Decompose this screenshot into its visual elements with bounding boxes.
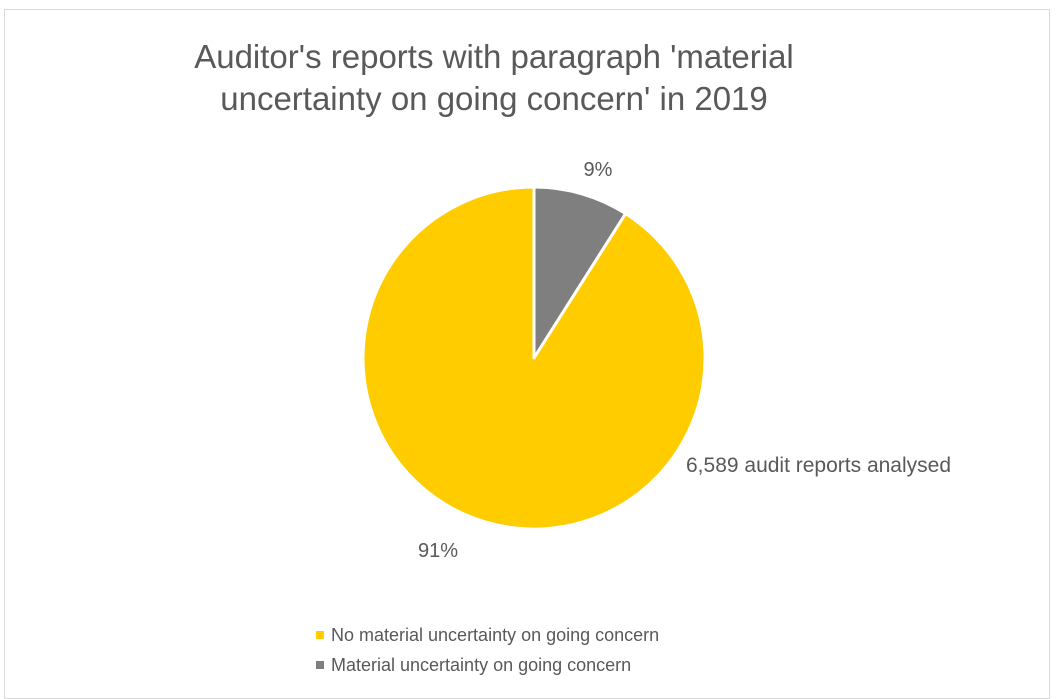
legend-label: No material uncertainty on going concern [331, 624, 660, 645]
legend-swatch-gray [316, 661, 324, 669]
pie-slice-material-uncertainty-on-going-concern[interactable] [532, 185, 628, 360]
data-label: 9% [584, 159, 613, 181]
chart-annotation: 6,589 audit reports analysed [686, 454, 951, 477]
legend-item-no-material-uncertainty[interactable]: No material uncertainty on going concern [316, 620, 659, 650]
legend-label: Material uncertainty on going concern [331, 654, 632, 675]
data-label: 91% [418, 540, 458, 562]
pie-slice-no-material-uncertainty-on-going-concern[interactable] [361, 185, 707, 531]
chart-title-line-1: Auditor's reports with paragraph 'materi… [194, 38, 794, 75]
legend: No material uncertainty on going concern… [316, 620, 659, 680]
chart-title: Auditor's reports with paragraph 'materi… [0, 36, 988, 120]
legend-item-material-uncertainty[interactable]: Material uncertainty on going concern [316, 650, 659, 680]
chart-title-line-2: uncertainty on going concern' in 2019 [220, 80, 768, 117]
legend-swatch-yellow [316, 631, 324, 639]
